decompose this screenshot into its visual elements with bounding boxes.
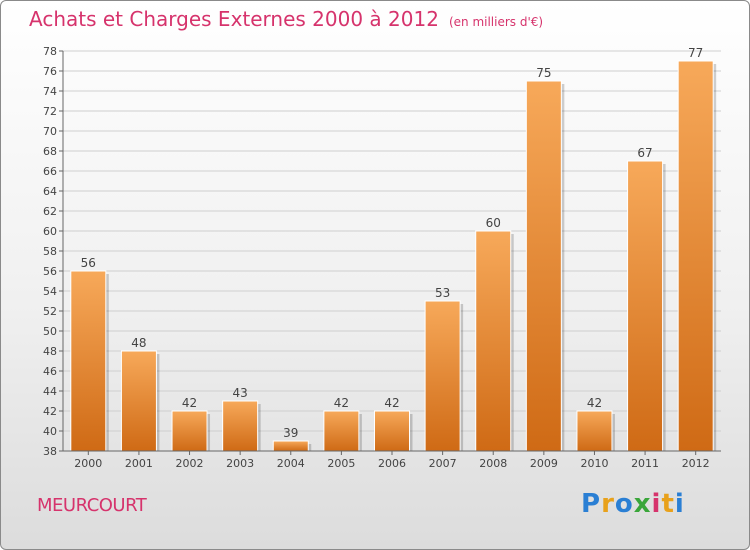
- y-tick-label: 68: [43, 145, 57, 158]
- x-axis-ticks: 2000 2001 2002 2003 2004 2005 2006 2007 2008 2009…: [74, 451, 710, 470]
- logo-letter: t: [661, 489, 675, 519]
- y-tick-label: 58: [43, 245, 57, 258]
- x-tick-label: 2008: [479, 457, 507, 470]
- y-tick-label: 78: [43, 45, 57, 58]
- bar-2009: [525, 80, 562, 452]
- x-tick-label: 2002: [176, 457, 204, 470]
- value-label: 42: [587, 396, 602, 410]
- bar-2005: [323, 410, 360, 452]
- proxiti-logo: Proxiti: [581, 489, 685, 519]
- y-tick-label: 74: [43, 85, 57, 98]
- bar-2008: [475, 230, 512, 452]
- logo-letter: i: [651, 489, 662, 519]
- y-tick-label: 62: [43, 205, 57, 218]
- grid-lines: [63, 50, 721, 452]
- y-tick-label: 46: [43, 365, 57, 378]
- value-labels: 56 48 42 43 39 42 42 53 60 75 42 67 77: [81, 46, 704, 440]
- x-tick-label: 2006: [378, 457, 406, 470]
- bar-2012: [677, 60, 714, 452]
- x-tick-label: 2005: [327, 457, 355, 470]
- y-tick-label: 52: [43, 305, 57, 318]
- bars: [70, 60, 717, 452]
- bar-2004: [272, 440, 309, 452]
- y-tick-label: 66: [43, 165, 57, 178]
- value-label: 53: [435, 286, 450, 300]
- x-tick-label: 2012: [682, 457, 710, 470]
- logo-letter: o: [614, 489, 634, 519]
- value-label: 42: [384, 396, 399, 410]
- value-label: 56: [81, 256, 96, 270]
- value-label: 60: [486, 216, 501, 230]
- y-tick-label: 38: [43, 445, 57, 458]
- y-tick-label: 70: [43, 125, 57, 138]
- bar-2003: [222, 400, 259, 452]
- value-label: 42: [334, 396, 349, 410]
- y-tick-label: 56: [43, 265, 57, 278]
- y-tick-label: 64: [43, 185, 57, 198]
- x-tick-label: 2010: [580, 457, 608, 470]
- value-label: 43: [233, 386, 248, 400]
- logo-letter: P: [581, 489, 602, 519]
- chart-title: Achats et Charges Externes 2000 à 2012 (e…: [29, 7, 543, 31]
- location-name: MEURCOURT: [37, 495, 147, 516]
- y-tick-label: 50: [43, 325, 57, 338]
- value-label: 39: [283, 426, 298, 440]
- y-axis-ticks: 38 40 42 44 46 48 50 52 54 56 58 60 62 64 66 68 70 72 74 76…: [43, 45, 63, 458]
- y-tick-label: 60: [43, 225, 57, 238]
- x-tick-label: 2004: [277, 457, 305, 470]
- y-tick-label: 48: [43, 345, 57, 358]
- bar-2007: [424, 300, 461, 452]
- value-label: 75: [536, 66, 551, 80]
- x-tick-label: 2000: [74, 457, 102, 470]
- x-tick-label: 2011: [631, 457, 659, 470]
- value-label: 42: [182, 396, 197, 410]
- value-label: 48: [131, 336, 146, 350]
- bar-2011: [627, 160, 664, 452]
- logo-letter: x: [633, 489, 652, 519]
- y-tick-label: 44: [43, 385, 57, 398]
- bar-2001: [120, 350, 157, 452]
- y-tick-label: 72: [43, 105, 57, 118]
- bar-2000: [70, 270, 107, 452]
- x-tick-label: 2007: [429, 457, 457, 470]
- title-unit: (en milliers d'€): [448, 15, 544, 29]
- logo-letter: r: [601, 489, 615, 519]
- x-tick-label: 2003: [226, 457, 254, 470]
- y-tick-label: 54: [43, 285, 57, 298]
- value-label: 67: [637, 146, 652, 160]
- x-tick-label: 2009: [530, 457, 558, 470]
- y-tick-label: 76: [43, 65, 57, 78]
- value-label: 77: [688, 46, 703, 60]
- bar-2010: [576, 410, 613, 452]
- logo-letter: i: [674, 489, 685, 519]
- y-tick-label: 40: [43, 425, 57, 438]
- x-tick-label: 2001: [125, 457, 153, 470]
- bar-2006: [374, 410, 410, 452]
- bar-2002: [171, 410, 208, 452]
- title-text: Achats et Charges Externes 2000 à 2012: [29, 7, 439, 31]
- y-tick-label: 42: [43, 405, 57, 418]
